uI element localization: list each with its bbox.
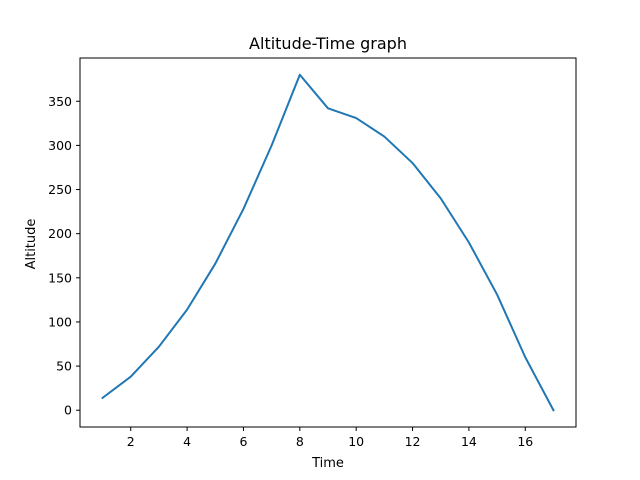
y-tick-label: 350 <box>48 94 72 109</box>
x-axis-label: Time <box>311 456 344 471</box>
y-tick-label: 0 <box>64 403 72 418</box>
x-axis-ticks: 2 4 6 8 10 12 14 16 <box>127 427 533 449</box>
series-line <box>101 73 555 412</box>
axes-frame <box>79 57 577 428</box>
plot-area <box>101 73 555 412</box>
x-tick-label: 2 <box>127 434 135 449</box>
x-tick-label: 14 <box>461 434 477 449</box>
x-tick-label: 8 <box>296 434 304 449</box>
x-tick-label: 10 <box>348 434 364 449</box>
chart-title: Altitude-Time graph <box>249 34 407 53</box>
y-tick-label: 50 <box>56 359 72 374</box>
x-tick-label: 4 <box>183 434 191 449</box>
y-axis-label: Altitude <box>24 219 39 270</box>
x-tick-label: 16 <box>517 434 533 449</box>
y-tick-label: 200 <box>48 226 72 241</box>
y-tick-label: 250 <box>48 182 72 197</box>
y-tick-label: 100 <box>48 314 72 329</box>
x-tick-label: 12 <box>405 434 421 449</box>
y-axis-ticks: 0 50 100 150 200 250 300 350 <box>48 94 80 418</box>
y-tick-label: 300 <box>48 138 72 153</box>
x-tick-label: 6 <box>239 434 247 449</box>
y-tick-label: 150 <box>48 270 72 285</box>
